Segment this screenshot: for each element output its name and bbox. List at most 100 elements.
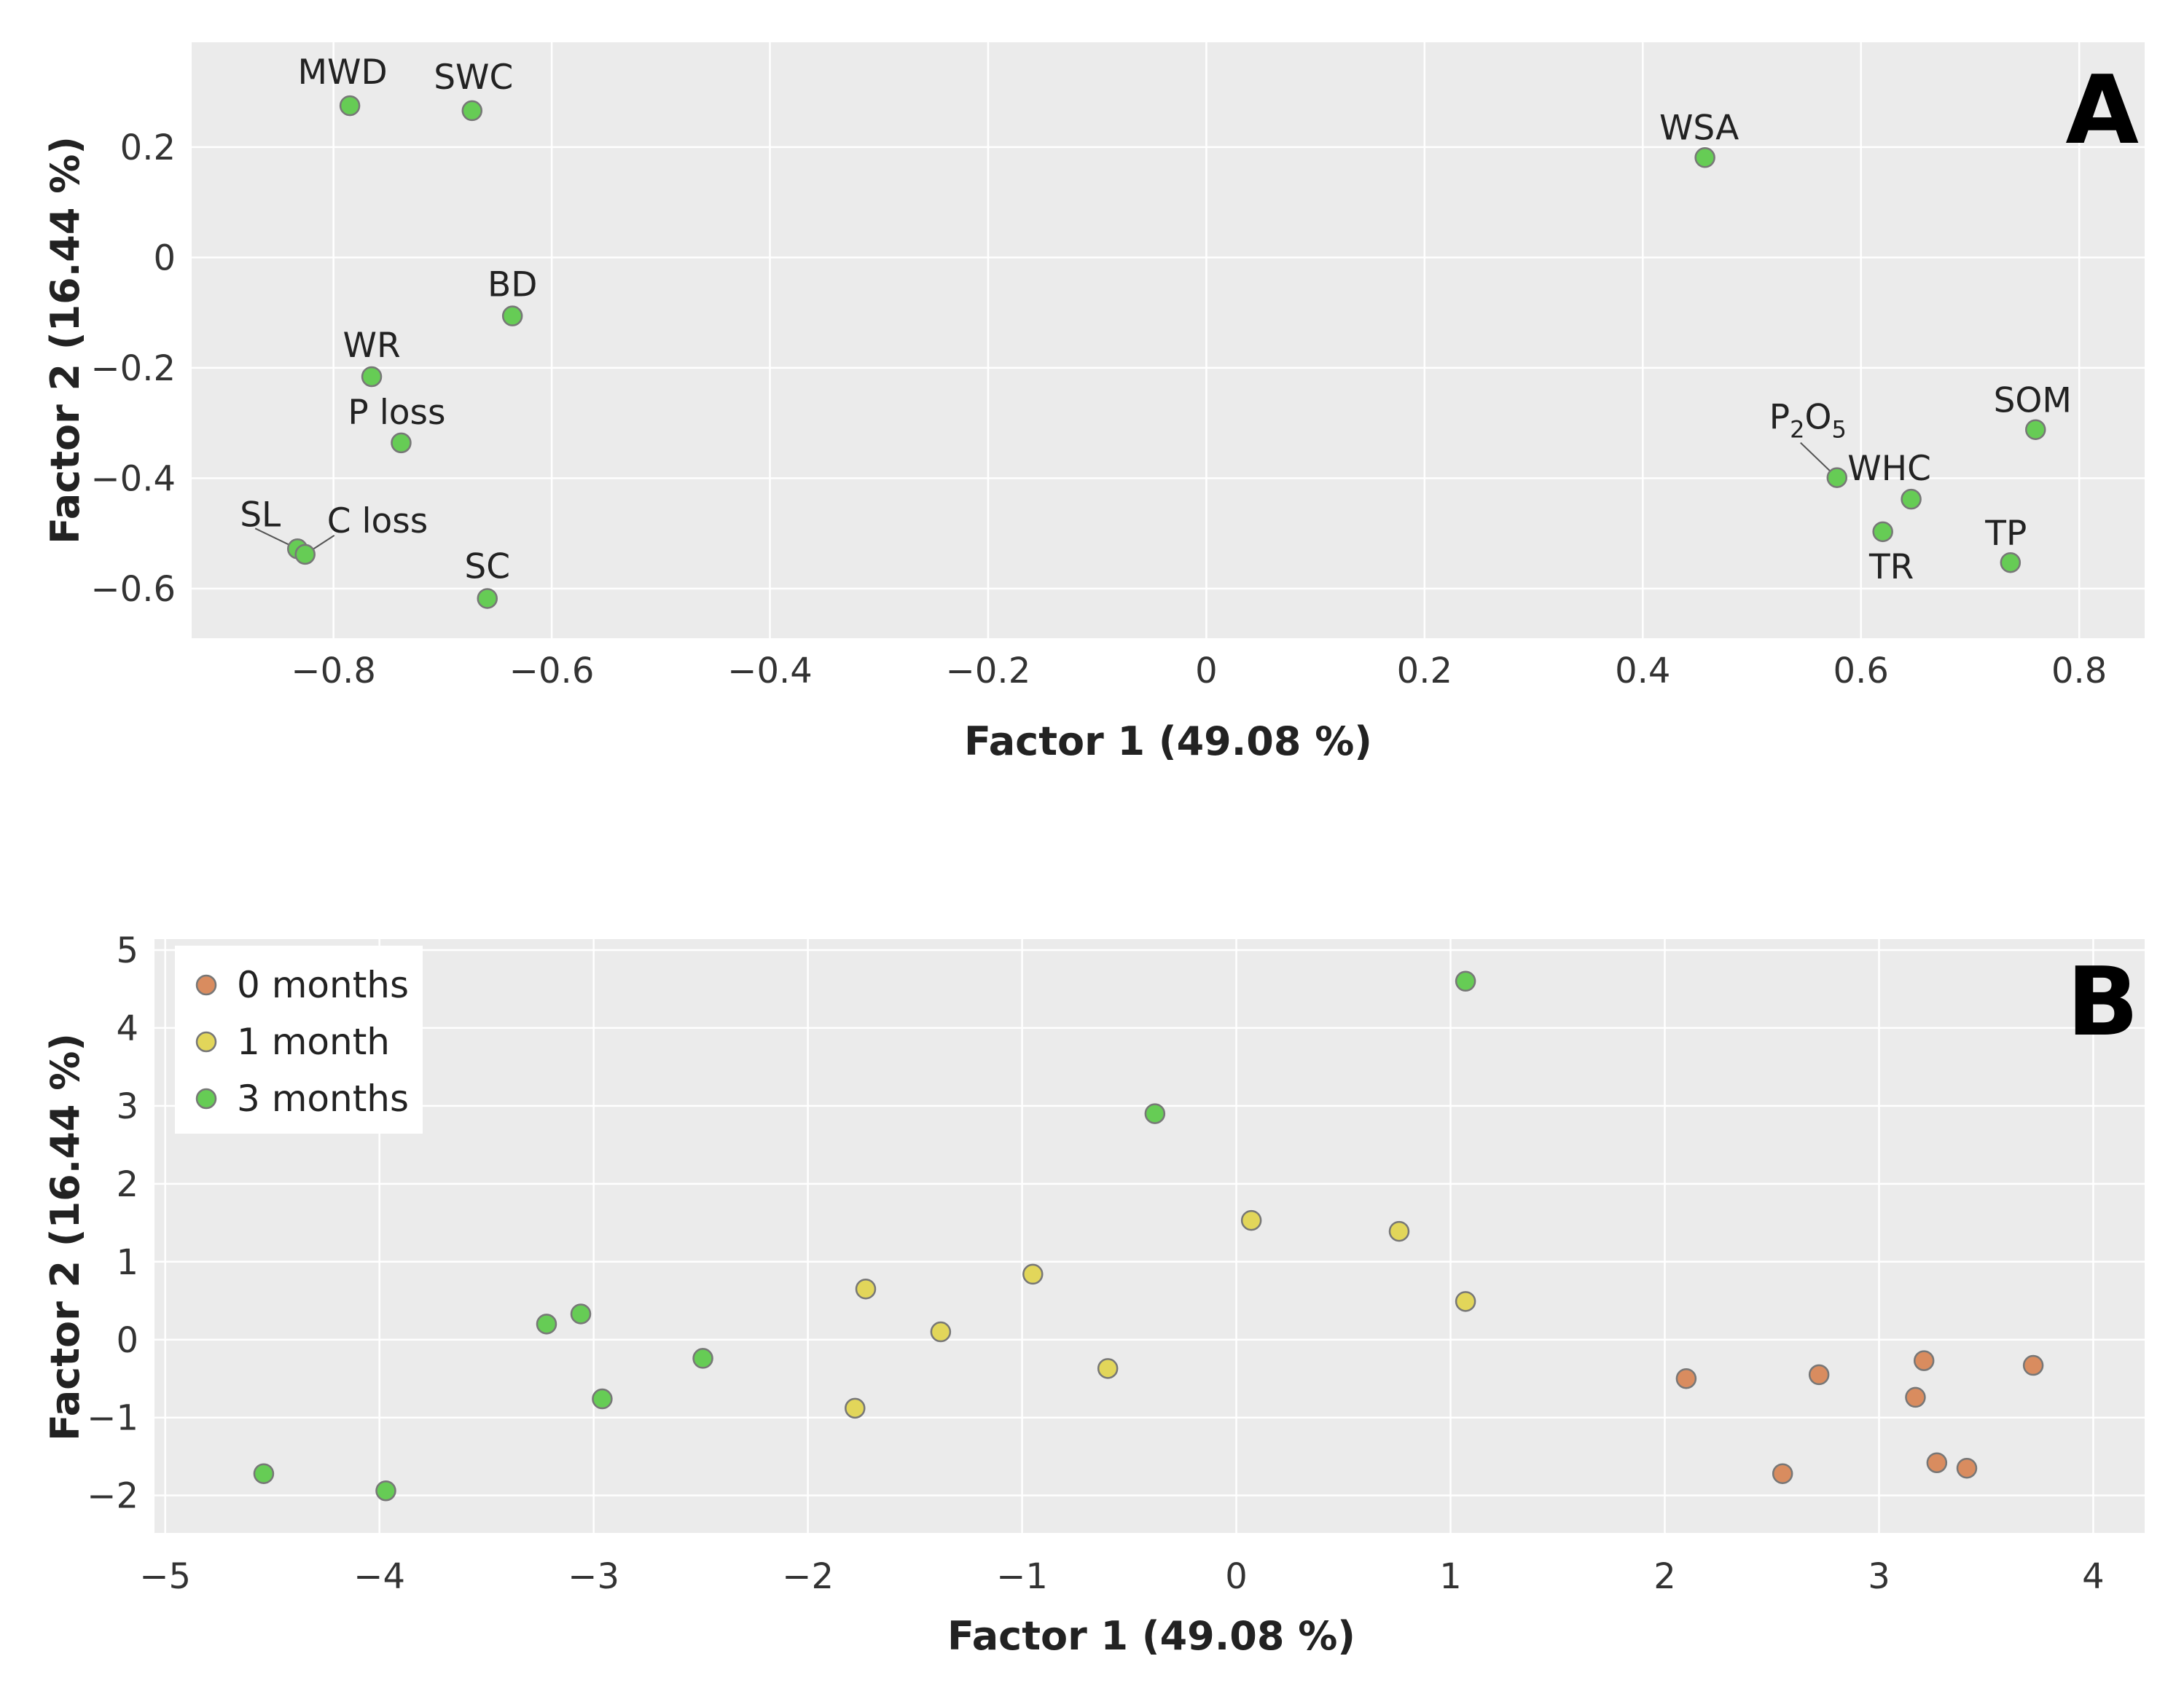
point-1-month (855, 1278, 877, 1300)
panel-b-gridlines (154, 939, 2145, 1533)
point-1-month (1455, 1291, 1476, 1312)
panel-b-letter: B (2067, 946, 2139, 1057)
panel-a-y-tick-label: 0 (153, 238, 176, 278)
panel-a-y-tick-label: −0.4 (90, 458, 176, 499)
point-label-sc: SC (464, 546, 510, 586)
point-3-months (570, 1303, 592, 1325)
point-label-c-loss: C loss (327, 501, 428, 541)
point-sc (477, 588, 498, 609)
point-0-months (1926, 1452, 1948, 1473)
point-0-months (1772, 1463, 1793, 1484)
point-1-month (1097, 1358, 1119, 1379)
panel-b-y-tick-label: −2 (87, 1476, 138, 1517)
point-0-months (1905, 1386, 1926, 1408)
point-label-mwd: MWD (297, 52, 387, 93)
panel-b-y-tick-label: 3 (116, 1086, 138, 1127)
panel-a-x-tick-label: 0.8 (2051, 651, 2107, 691)
point-0-months (1675, 1368, 1697, 1389)
panel-a-y-tick-label: 0.2 (120, 127, 176, 168)
point-wr (361, 366, 383, 388)
panel-b-tick-labels: −5 −4 −3 −2 −1 0 1 2 3 4 5 4 3 2 1 0 −1 −2 (87, 930, 2104, 1597)
panel-b-points (253, 970, 2044, 1502)
point-label-tr: TR (1868, 547, 1914, 587)
panel-a-point-labels: MWD SWC BD WR P loss SL C loss SC WSA P2O5 SOM WHC T… (240, 52, 2072, 587)
panel-a-y-tick-label: −0.2 (90, 348, 176, 389)
point-p2o5 (1826, 467, 1848, 488)
legend-swatch-0-months (195, 974, 217, 996)
point-tp (2000, 552, 2021, 573)
point-3-months (375, 1480, 396, 1502)
panel-b-y-tick-label: −1 (87, 1398, 138, 1439)
panel-a-letter: A (2065, 55, 2139, 165)
point-3-months (253, 1463, 275, 1484)
legend-label-3-months: 3 months (237, 1078, 409, 1120)
point-3-months (1144, 1103, 1166, 1124)
panel-a-x-tick-label: 0.2 (1397, 651, 1452, 691)
point-label-p-loss: P loss (348, 393, 445, 433)
point-whc (1901, 488, 1922, 510)
point-0-months (1956, 1457, 1978, 1479)
panel-a-y-axis-title: Factor 2 (16.44 %) (42, 136, 88, 544)
point-1-month (1388, 1220, 1410, 1242)
panel-b-legend: 0 months 1 month 3 months (175, 946, 423, 1134)
point-3-months (592, 1388, 613, 1410)
point-3-months (692, 1348, 713, 1369)
point-label-wsa: WSA (1659, 108, 1739, 148)
point-0-months (1808, 1364, 1830, 1386)
panel-b-x-tick-label: −3 (568, 1556, 619, 1597)
panel-b-x-tick-label: −5 (139, 1556, 191, 1597)
panel-a-x-tick-label: 0 (1195, 651, 1218, 691)
point-label-som: SOM (1994, 381, 2072, 421)
panel-a-x-tick-label: −0.8 (291, 651, 376, 691)
point-label-wr: WR (343, 326, 400, 366)
panel-a-plot-area (192, 42, 2145, 638)
point-bd (501, 305, 523, 326)
point-wsa (1694, 147, 1715, 168)
legend-swatch-3-months (195, 1088, 217, 1110)
panel-b-x-axis-title: Factor 1 (49.08 %) (947, 1613, 1355, 1659)
panel-b-x-tick-label: 3 (1868, 1556, 1890, 1597)
point-label-tp: TP (1984, 514, 2027, 554)
point-label-p2o5: P2O5 (1769, 398, 1847, 444)
panel-a-factor-loadings: −0.8 −0.6 −0.4 −0.2 0 0.2 0.4 0.6 0.8 0.2 0 −0.2 −0.… (42, 42, 2145, 764)
legend-label-1-month: 1 month (237, 1021, 390, 1063)
legend-swatch-1-month (195, 1031, 217, 1053)
panel-b-x-tick-label: 0 (1225, 1556, 1248, 1597)
legend-label-0-months: 0 months (237, 964, 409, 1006)
point-0-months (1913, 1350, 1935, 1371)
point-1-month (1240, 1209, 1262, 1231)
panel-b-y-tick-label: 2 (116, 1164, 138, 1205)
point-label-swc: SWC (434, 58, 513, 98)
panel-b-x-tick-label: 4 (2082, 1556, 2105, 1597)
panel-a-y-tick-label: −0.6 (90, 569, 176, 610)
panel-b-x-tick-label: 2 (1653, 1556, 1676, 1597)
point-mwd (339, 95, 361, 117)
point-tr (1872, 521, 1893, 543)
panel-a-tick-labels: −0.8 −0.6 −0.4 −0.2 0 0.2 0.4 0.6 0.8 0.2 0 −0.2 −0.… (90, 127, 2107, 691)
panel-b-x-tick-label: −1 (996, 1556, 1048, 1597)
panel-b-y-tick-label: 1 (116, 1242, 138, 1283)
point-3-months (536, 1314, 557, 1335)
point-label-bd: BD (488, 265, 537, 305)
panel-a-x-tick-label: −0.4 (727, 651, 813, 691)
panel-b-plot-area (154, 939, 2145, 1533)
panel-a-points (286, 95, 2046, 609)
point-1-month (1022, 1263, 1044, 1285)
panel-a-x-tick-label: −0.2 (946, 651, 1031, 691)
panel-a-x-tick-label: 0.4 (1615, 651, 1670, 691)
point-1-month (930, 1321, 952, 1343)
point-p-loss (391, 432, 412, 454)
panel-a-x-tick-label: −0.6 (509, 651, 595, 691)
panel-a-x-axis-title: Factor 1 (49.08 %) (964, 718, 1372, 764)
panel-a-x-tick-label: 0.6 (1833, 651, 1889, 691)
point-1-month (845, 1397, 866, 1419)
point-label-sl: SL (240, 495, 281, 535)
panel-b-y-tick-label: 0 (116, 1320, 138, 1361)
panel-a-gridlines (192, 42, 2145, 638)
point-0-months (2022, 1354, 2044, 1376)
point-som (2025, 419, 2046, 440)
panel-b-factor-scores: −5 −4 −3 −2 −1 0 1 2 3 4 5 4 3 2 1 0 −1 −2 B 0 months 1 m… (42, 930, 2145, 1659)
panel-b-y-axis-title: Factor 2 (16.44 %) (42, 1033, 88, 1441)
point-3-months (1455, 970, 1476, 992)
